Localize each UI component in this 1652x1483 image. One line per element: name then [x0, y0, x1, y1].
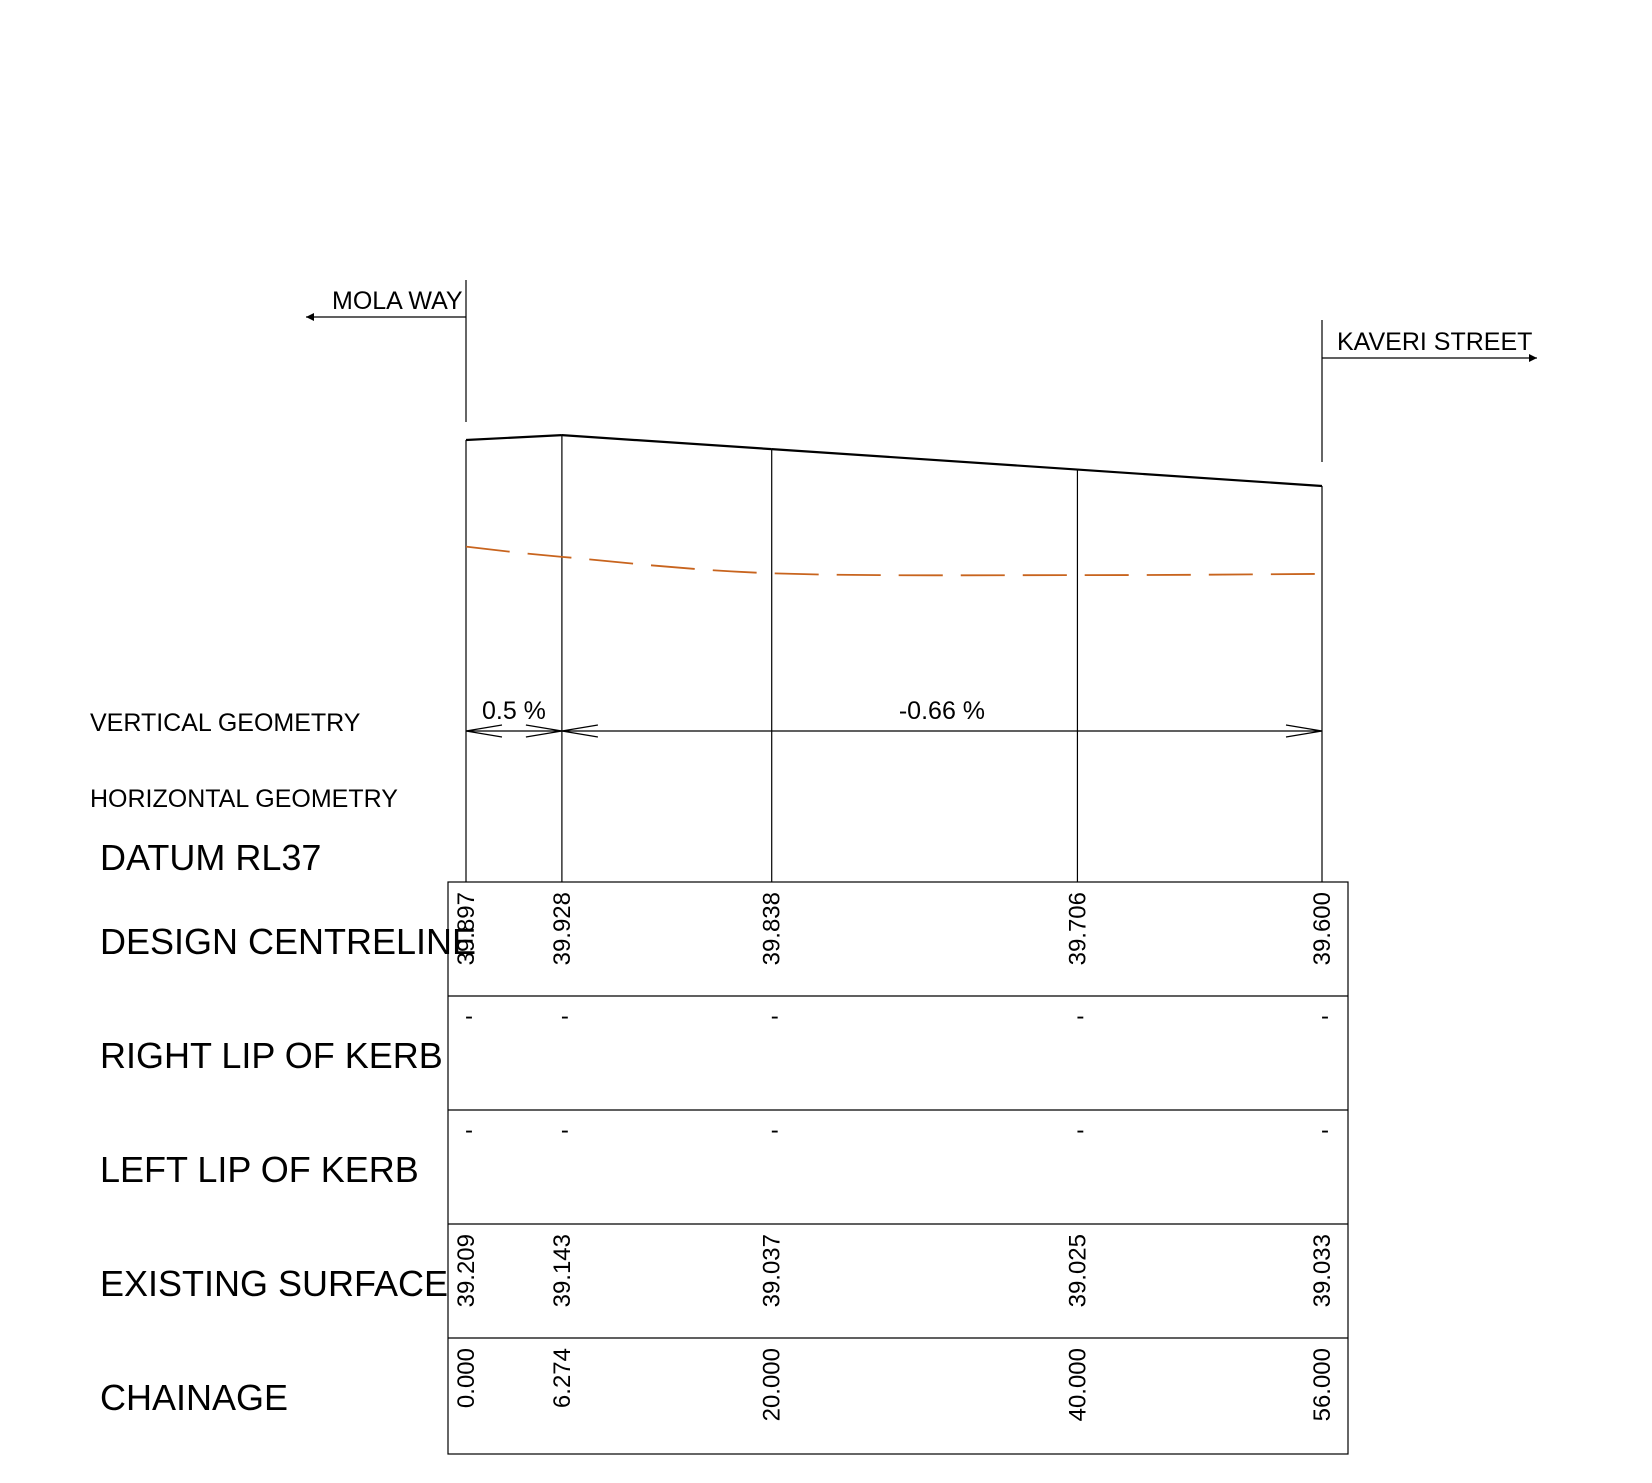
grade-arrowhead-end — [1285, 724, 1323, 738]
design-centreline-segment — [771, 448, 1078, 471]
chainage-label: CHAINAGE — [100, 1377, 288, 1418]
design-centreline-segment — [465, 434, 562, 442]
grade-arrowhead-start — [465, 724, 503, 738]
horizontal-geometry-label: HORIZONTAL GEOMETRY — [90, 785, 398, 813]
existing-surface-value: 39.209 — [453, 1234, 480, 1307]
design-centreline-segment — [1077, 468, 1323, 488]
grade-dimensions: 0.5 % -0.66 % — [465, 697, 1323, 738]
existing-surface-value: 39.037 — [759, 1234, 786, 1307]
kaveri-street-indicator: KAVERI STREET — [1321, 320, 1537, 462]
mola-way-label: MOLA WAY — [332, 287, 463, 315]
right-lip-of-kerb-label: RIGHT LIP OF KERB — [100, 1035, 443, 1076]
right-lip-of-kerb-value: - — [1076, 1003, 1084, 1030]
left-lip-of-kerb-value: - — [465, 1117, 473, 1144]
chainage-value: 20.000 — [759, 1348, 786, 1421]
design-centreline-value: 39.928 — [549, 892, 576, 965]
grade-label: -0.66 % — [899, 697, 985, 725]
left-lip-of-kerb-value: - — [771, 1117, 779, 1144]
existing-surface-value: 39.143 — [549, 1234, 576, 1307]
right-lip-of-kerb-value: - — [1321, 1003, 1329, 1030]
kaveri-street-label: KAVERI STREET — [1337, 328, 1532, 356]
design-centreline-segment — [561, 434, 772, 451]
left-lip-of-kerb-value: - — [561, 1117, 569, 1144]
table-values: 39.897 39.209 0.000 - - 39.928 39.143 6.274 - - 39… — [453, 892, 1336, 1421]
left-lip-of-kerb-value: - — [1076, 1117, 1084, 1144]
design-centreline-value: 39.838 — [759, 892, 786, 965]
design-centreline-value: 39.600 — [1309, 892, 1336, 965]
data-table — [447, 881, 1349, 1455]
grade-arrowhead-start — [561, 724, 599, 738]
design-centreline-value: 39.706 — [1064, 892, 1091, 965]
design-centreline-value: 39.897 — [453, 892, 480, 965]
right-lip-of-kerb-value: - — [771, 1003, 779, 1030]
datum-label: DATUM RL37 — [100, 837, 321, 878]
existing-surface-line — [465, 545, 1323, 577]
right-lip-of-kerb-value: - — [561, 1003, 569, 1030]
data-table-frame — [447, 881, 1349, 1455]
mola-way-indicator: MOLA WAY — [306, 280, 467, 422]
profile-lines — [465, 434, 1323, 882]
chainage-value: 0.000 — [453, 1348, 480, 1408]
right-lip-of-kerb-value: - — [465, 1003, 473, 1030]
existing-surface-label: EXISTING SURFACE — [100, 1263, 448, 1304]
chainage-value: 56.000 — [1309, 1348, 1336, 1421]
vertical-geometry-label: VERTICAL GEOMETRY — [90, 709, 361, 737]
design-centreline-label: DESIGN CENTRELINE — [100, 921, 476, 962]
left-lip-of-kerb-value: - — [1321, 1117, 1329, 1144]
chainage-value: 6.274 — [549, 1348, 576, 1408]
existing-surface-value: 39.033 — [1309, 1234, 1336, 1307]
existing-surface-value: 39.025 — [1064, 1234, 1091, 1307]
left-lip-of-kerb-label: LEFT LIP OF KERB — [100, 1149, 419, 1190]
grade-label: 0.5 % — [482, 697, 546, 725]
chainage-value: 40.000 — [1064, 1348, 1091, 1421]
